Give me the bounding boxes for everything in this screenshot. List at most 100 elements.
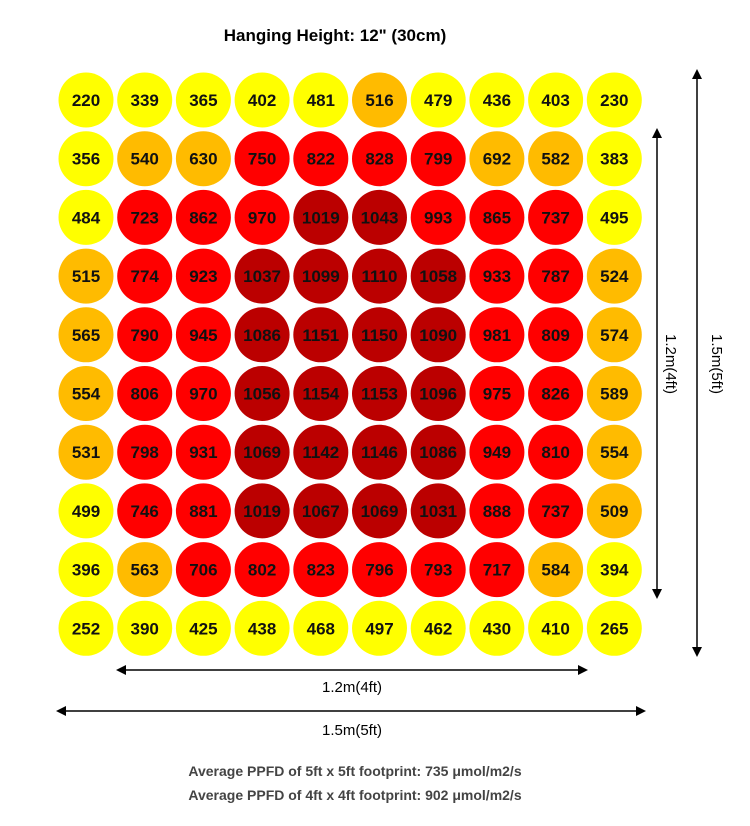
ppfd-cell [175, 131, 231, 187]
ppfd-value-label: 881 [189, 502, 217, 521]
ppfd-value-label: 436 [483, 91, 511, 110]
ppfd-value-label: 356 [72, 150, 100, 169]
ppfd-value-label: 383 [600, 150, 628, 169]
ppfd-value-label: 823 [307, 561, 335, 580]
ppfd-value-label: 862 [189, 208, 217, 227]
ppfd-value-label: 802 [248, 561, 276, 580]
ppfd-cell [117, 189, 173, 245]
ppfd-cell [528, 131, 584, 187]
ppfd-cell [410, 424, 466, 480]
ppfd-cell [528, 248, 584, 304]
ppfd-value-label: 717 [483, 561, 511, 580]
ppfd-cell [528, 307, 584, 363]
ppfd-cell [352, 248, 407, 304]
ppfd-cell [469, 483, 525, 539]
ppfd-cell [293, 189, 349, 245]
ppfd-value-label: 1142 [302, 443, 339, 462]
ppfd-cell [586, 542, 642, 598]
ppfd-value-label: 563 [131, 561, 159, 580]
ppfd-cells: 220 339 365 402 481 516 479 436 403 230 356 540 630 7… [58, 72, 642, 656]
ppfd-value-label: 1153 [361, 385, 398, 404]
ppfd-cell [293, 483, 349, 539]
ppfd-cell [410, 248, 466, 304]
ppfd-value-label: 589 [600, 385, 628, 404]
ppfd-cell [586, 72, 642, 128]
ppfd-value-label: 481 [307, 91, 335, 110]
ppfd-value-label: 1096 [419, 385, 457, 404]
ppfd-value-label: 468 [307, 619, 335, 638]
ppfd-cell [234, 600, 290, 656]
ppfd-value-label: 402 [248, 91, 276, 110]
ppfd-value-label: 574 [600, 326, 629, 345]
ppfd-value-label: 438 [248, 619, 276, 638]
ppfd-value-label: 1056 [243, 385, 281, 404]
ppfd-value-label: 220 [72, 91, 100, 110]
ppfd-cell [293, 542, 349, 598]
ppfd-cell [293, 72, 349, 128]
ppfd-value-label: 584 [541, 561, 570, 580]
ppfd-value-label: 394 [600, 561, 629, 580]
ppfd-cell [234, 542, 290, 598]
ppfd-cell [234, 483, 290, 539]
ppfd-value-label: 365 [189, 91, 217, 110]
ppfd-cell [58, 542, 114, 598]
ppfd-value-label: 479 [424, 91, 452, 110]
ppfd-value-label: 1090 [419, 326, 457, 345]
ppfd-value-label: 497 [365, 619, 393, 638]
ppfd-value-label: 1031 [419, 502, 457, 521]
ppfd-value-label: 806 [131, 385, 159, 404]
ppfd-value-label: 993 [424, 208, 452, 227]
ppfd-value-label: 462 [424, 619, 452, 638]
ppfd-value-label: 949 [483, 443, 511, 462]
ppfd-cell [352, 131, 407, 187]
ppfd-cell [410, 483, 466, 539]
ppfd-value-label: 945 [189, 326, 217, 345]
ppfd-value-label: 1110 [362, 267, 398, 286]
ppfd-value-label: 793 [424, 561, 452, 580]
ppfd-cell [586, 189, 642, 245]
ppfd-value-label: 923 [189, 267, 217, 286]
ppfd-value-label: 554 [72, 385, 101, 404]
outer-horizontal-label: 1.5m(5ft) [322, 722, 382, 739]
ppfd-cell [117, 542, 173, 598]
ppfd-cell [352, 189, 407, 245]
ppfd-value-label: 746 [131, 502, 159, 521]
ppfd-value-label: 531 [72, 443, 100, 462]
ppfd-value-label: 515 [72, 267, 100, 286]
ppfd-cell [528, 72, 584, 128]
ppfd-value-label: 403 [541, 91, 569, 110]
ppfd-value-label: 826 [541, 385, 569, 404]
ppfd-cell [469, 424, 525, 480]
ppfd-value-label: 888 [483, 502, 511, 521]
ppfd-value-label: 787 [541, 267, 569, 286]
ppfd-cell [469, 600, 525, 656]
ppfd-value-label: 1150 [361, 326, 398, 345]
ppfd-value-label: 1037 [243, 267, 281, 286]
ppfd-value-label: 737 [541, 208, 569, 227]
ppfd-value-label: 933 [483, 267, 511, 286]
ppfd-cell [175, 483, 231, 539]
ppfd-cell [175, 189, 231, 245]
ppfd-value-label: 706 [189, 561, 217, 580]
ppfd-cell [293, 424, 349, 480]
ppfd-value-label: 790 [131, 326, 159, 345]
ppfd-cell [528, 366, 584, 421]
ppfd-cell [175, 600, 231, 656]
ppfd-cell [293, 600, 349, 656]
ppfd-value-label: 796 [365, 561, 393, 580]
ppfd-cell [117, 307, 173, 363]
average-ppfd-4ft: Average PPFD of 4ft x 4ft footprint: 902… [188, 787, 522, 803]
ppfd-value-label: 1099 [302, 267, 340, 286]
ppfd-cell [352, 542, 407, 598]
ppfd-value-label: 809 [541, 326, 569, 345]
ppfd-value-label: 1058 [419, 267, 457, 286]
ppfd-value-label: 970 [189, 385, 217, 404]
ppfd-cell [58, 600, 114, 656]
ppfd-cell [528, 424, 584, 480]
ppfd-cell [586, 248, 642, 304]
outer-vertical-arrow [692, 69, 702, 657]
ppfd-cell [58, 189, 114, 245]
ppfd-cell [528, 600, 584, 656]
ppfd-value-label: 425 [189, 619, 217, 638]
ppfd-cell [293, 366, 349, 421]
